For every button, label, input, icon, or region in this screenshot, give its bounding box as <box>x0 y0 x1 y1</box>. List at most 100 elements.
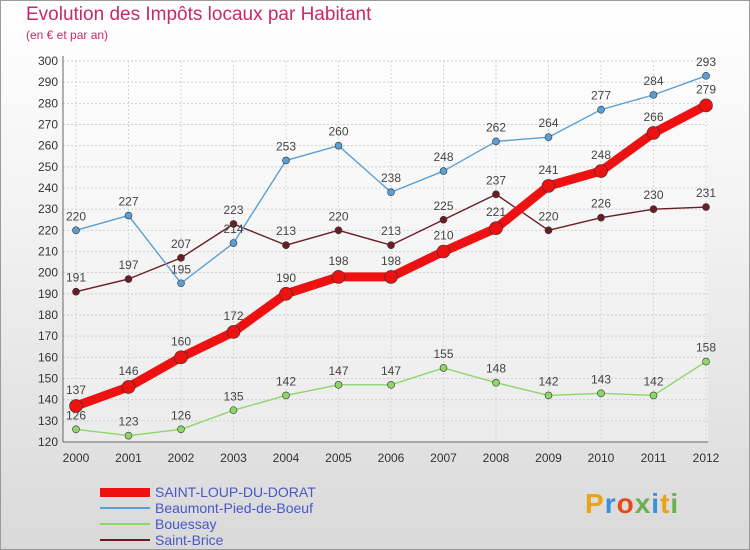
data-point-bouessay <box>229 406 238 415</box>
y-tick-label: 230 <box>38 202 58 216</box>
data-point-bouessay <box>544 391 553 400</box>
data-label-saint-brice: 225 <box>433 199 453 213</box>
data-label-bouessay: 147 <box>381 364 401 378</box>
data-point-saint-loup-du-dorat <box>436 244 451 259</box>
data-label-beaumont-pied-de-boeuf: 262 <box>486 120 506 134</box>
y-tick-label: 180 <box>38 308 58 322</box>
data-label-saint-loup-du-dorat: 137 <box>66 383 86 397</box>
data-label-saint-loup-du-dorat: 210 <box>433 229 453 243</box>
data-point-bouessay <box>387 381 395 389</box>
data-point-bouessay <box>177 425 185 434</box>
data-point-beaumont-pied-de-boeuf <box>544 133 553 141</box>
data-label-saint-loup-du-dorat: 241 <box>538 163 558 177</box>
data-label-bouessay: 142 <box>643 374 663 388</box>
y-tick-label: 150 <box>38 372 58 386</box>
data-point-saint-loup-du-dorat <box>594 164 608 178</box>
data-label-saint-loup-du-dorat: 146 <box>118 364 138 378</box>
data-point-saint-brice <box>177 254 185 262</box>
data-label-saint-brice: 197 <box>118 258 138 272</box>
data-point-bouessay <box>649 391 658 400</box>
data-point-saint-brice <box>282 241 290 249</box>
x-tick-label: 2010 <box>588 451 615 465</box>
y-tick-label: 220 <box>38 223 58 237</box>
proxiti-logo: Proxiti <box>585 488 680 519</box>
data-point-saint-brice <box>439 215 448 224</box>
data-label-beaumont-pied-de-boeuf: 260 <box>328 125 348 139</box>
data-label-bouessay: 155 <box>433 347 453 361</box>
data-point-bouessay <box>597 389 605 398</box>
data-point-bouessay <box>124 431 133 440</box>
data-point-saint-loup-du-dorat <box>489 221 503 236</box>
data-point-beaumont-pied-de-boeuf <box>229 239 238 247</box>
legend-swatch <box>100 487 150 497</box>
y-tick-label: 120 <box>38 435 58 449</box>
data-label-bouessay: 143 <box>591 372 611 386</box>
data-label-bouessay: 123 <box>118 415 138 429</box>
x-tick-label: 2009 <box>535 451 562 465</box>
data-label-bouessay: 142 <box>276 374 296 388</box>
y-tick-label: 170 <box>38 329 58 343</box>
y-tick-label: 260 <box>38 139 58 153</box>
x-tick-label: 2003 <box>220 451 247 465</box>
data-point-bouessay <box>439 364 448 372</box>
x-tick-label: 2011 <box>641 451 667 465</box>
data-label-saint-brice: 237 <box>486 173 506 187</box>
data-point-saint-brice <box>597 213 605 222</box>
data-label-saint-brice: 223 <box>223 203 243 217</box>
data-label-saint-loup-du-dorat: 266 <box>643 110 663 124</box>
data-point-saint-brice <box>492 190 500 199</box>
x-tick-label: 2001 <box>115 451 142 465</box>
legend-label: Saint-Brice <box>155 532 224 548</box>
data-label-beaumont-pied-de-boeuf: 248 <box>433 150 453 164</box>
data-label-bouessay: 142 <box>538 374 558 388</box>
y-tick-label: 290 <box>38 75 58 89</box>
legend-label: SAINT-LOUP-DU-DORAT <box>155 484 316 500</box>
x-tick-label: 2004 <box>273 451 300 465</box>
data-label-saint-loup-du-dorat: 279 <box>696 82 716 96</box>
y-tick-label: 250 <box>38 160 58 174</box>
y-tick-label: 200 <box>38 266 58 280</box>
y-tick-label: 280 <box>38 96 58 110</box>
data-point-beaumont-pied-de-boeuf <box>124 211 133 220</box>
x-tick-label: 2007 <box>430 451 457 465</box>
data-label-beaumont-pied-de-boeuf: 214 <box>223 222 243 236</box>
data-label-bouessay: 158 <box>696 341 716 355</box>
x-tick-label: 2012 <box>693 451 720 465</box>
data-label-beaumont-pied-de-boeuf: 227 <box>118 195 138 209</box>
data-label-bouessay: 147 <box>328 364 348 378</box>
chart-subtitle: (en € et par an) <box>26 28 109 42</box>
data-point-saint-loup-du-dorat <box>331 270 346 284</box>
data-label-saint-brice: 220 <box>328 209 348 223</box>
data-label-saint-brice: 213 <box>276 224 296 238</box>
data-label-beaumont-pied-de-boeuf: 284 <box>643 74 663 88</box>
data-label-beaumont-pied-de-boeuf: 253 <box>276 139 296 153</box>
y-tick-label: 210 <box>38 245 58 259</box>
data-label-bouessay: 135 <box>223 389 243 403</box>
data-point-saint-brice <box>387 241 395 249</box>
data-point-beaumont-pied-de-boeuf <box>649 91 658 99</box>
data-label-saint-brice: 207 <box>171 237 191 251</box>
data-point-bouessay <box>282 391 290 400</box>
data-point-saint-loup-du-dorat <box>69 399 83 413</box>
data-point-beaumont-pied-de-boeuf <box>492 137 500 146</box>
data-label-saint-brice: 220 <box>538 209 558 223</box>
data-point-saint-loup-du-dorat <box>174 350 188 365</box>
y-tick-label: 300 <box>38 54 58 68</box>
data-label-saint-brice: 230 <box>643 188 663 202</box>
data-label-saint-loup-du-dorat: 160 <box>171 334 191 348</box>
data-label-saint-loup-du-dorat: 198 <box>381 254 401 268</box>
data-label-beaumont-pied-de-boeuf: 264 <box>538 116 558 130</box>
data-label-saint-loup-du-dorat: 221 <box>486 205 506 219</box>
data-point-saint-loup-du-dorat <box>384 270 398 284</box>
data-label-bouessay: 126 <box>66 408 86 422</box>
data-point-saint-loup-du-dorat <box>541 179 556 193</box>
x-tick-label: 2002 <box>168 451 195 465</box>
data-point-saint-brice <box>334 226 343 235</box>
x-tick-label: 2008 <box>483 451 510 465</box>
data-point-bouessay <box>72 425 80 434</box>
data-point-saint-brice <box>649 205 658 213</box>
data-label-beaumont-pied-de-boeuf: 277 <box>591 89 611 103</box>
data-point-beaumont-pied-de-boeuf <box>387 188 395 197</box>
data-point-saint-loup-du-dorat <box>121 380 136 394</box>
data-label-saint-loup-du-dorat: 198 <box>328 254 348 268</box>
